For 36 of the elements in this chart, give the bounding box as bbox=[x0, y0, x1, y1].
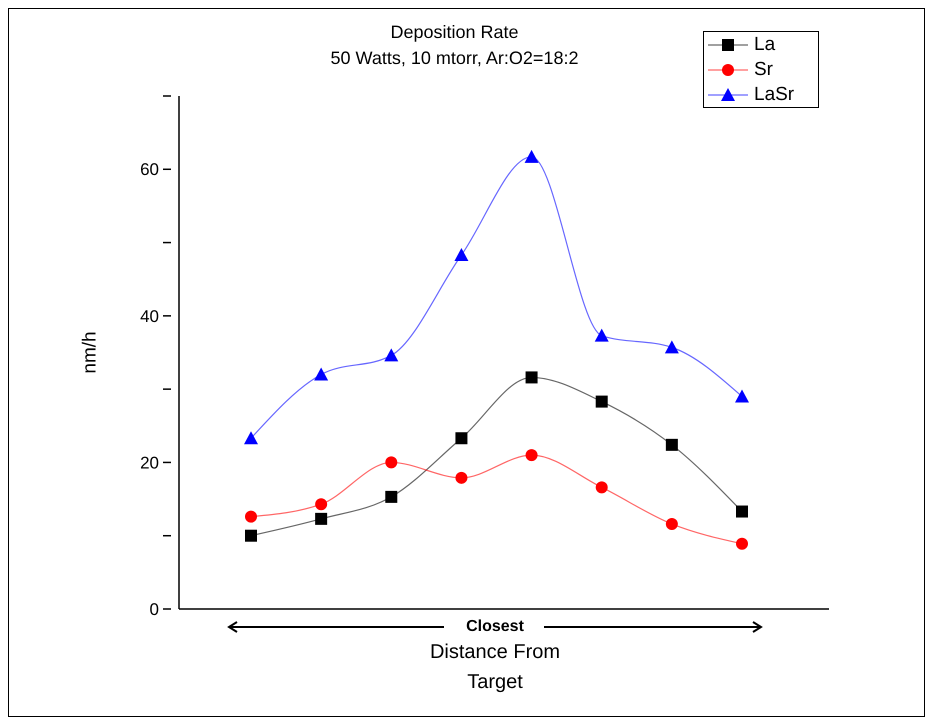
point bbox=[454, 248, 468, 262]
point bbox=[596, 396, 608, 408]
y-tick-label: 0 bbox=[150, 600, 159, 619]
point bbox=[245, 510, 257, 523]
point bbox=[526, 371, 538, 384]
point bbox=[735, 389, 749, 402]
y-tick-label: 20 bbox=[140, 453, 159, 472]
point bbox=[455, 472, 468, 484]
point bbox=[385, 490, 398, 503]
y-axis-title: nm/h bbox=[80, 331, 101, 374]
point bbox=[526, 449, 538, 462]
point bbox=[666, 438, 678, 451]
point bbox=[315, 498, 328, 510]
legend-label: La bbox=[754, 33, 776, 57]
chart-title: Deposition Rate bbox=[390, 22, 519, 42]
point bbox=[596, 481, 608, 494]
point bbox=[385, 456, 398, 468]
point bbox=[315, 512, 328, 525]
point bbox=[455, 432, 468, 444]
point bbox=[664, 340, 679, 354]
text: Closest bbox=[465, 618, 525, 636]
point bbox=[314, 367, 328, 380]
y-tick-label: 40 bbox=[140, 306, 159, 326]
point bbox=[524, 150, 539, 163]
chart-subtitle: 50 Watts, 10 mtorr, Ar:O2=18:2 bbox=[330, 48, 578, 68]
legend-label: LaSr bbox=[754, 83, 794, 107]
x-axis-title: Distance From Target bbox=[428, 640, 562, 695]
point bbox=[594, 328, 609, 342]
y-tick-label: 60 bbox=[140, 160, 159, 180]
point bbox=[245, 530, 257, 542]
point bbox=[736, 506, 748, 518]
point bbox=[666, 518, 678, 530]
legend-label: Sr bbox=[754, 58, 773, 82]
point bbox=[384, 348, 398, 362]
point bbox=[244, 431, 258, 444]
point bbox=[736, 538, 748, 550]
